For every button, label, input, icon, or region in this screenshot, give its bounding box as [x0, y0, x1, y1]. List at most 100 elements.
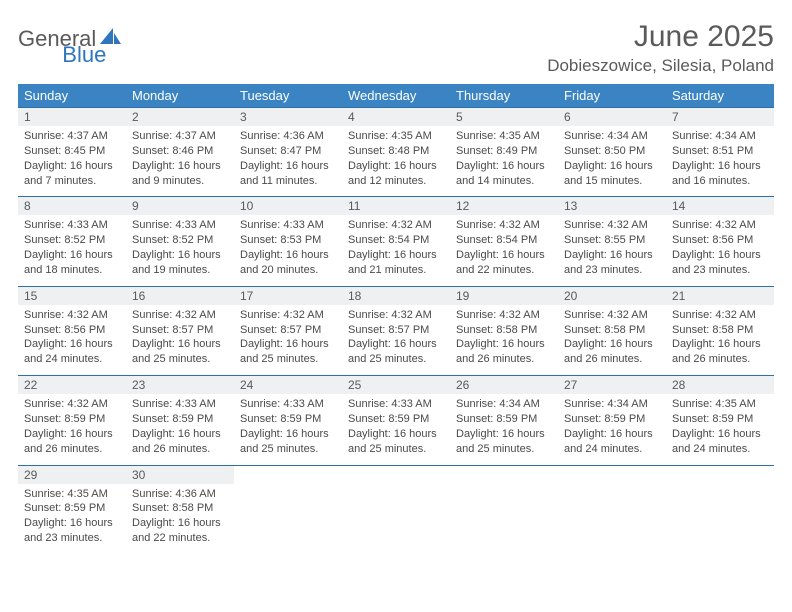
day-sunrise: Sunrise: 4:35 AM [24, 487, 120, 502]
day-cell: Sunrise: 4:36 AMSunset: 8:58 PMDaylight:… [126, 484, 234, 554]
day-number: 5 [450, 108, 558, 127]
detail-row: Sunrise: 4:32 AMSunset: 8:56 PMDaylight:… [18, 305, 774, 376]
day-number: 30 [126, 465, 234, 484]
day-day1: Daylight: 16 hours [672, 248, 768, 263]
day-sunrise: Sunrise: 4:34 AM [564, 129, 660, 144]
day-day2: and 22 minutes. [132, 531, 228, 546]
weekday-header: Thursday [450, 84, 558, 108]
day-sunrise: Sunrise: 4:32 AM [348, 218, 444, 233]
day-number: 4 [342, 108, 450, 127]
day-sunrise: Sunrise: 4:32 AM [348, 308, 444, 323]
day-cell: Sunrise: 4:35 AMSunset: 8:59 PMDaylight:… [666, 394, 774, 465]
day-number: 23 [126, 376, 234, 395]
day-sunset: Sunset: 8:48 PM [348, 144, 444, 159]
day-sunset: Sunset: 8:58 PM [564, 323, 660, 338]
day-sunset: Sunset: 8:53 PM [240, 233, 336, 248]
detail-row: Sunrise: 4:35 AMSunset: 8:59 PMDaylight:… [18, 484, 774, 554]
day-sunset: Sunset: 8:47 PM [240, 144, 336, 159]
day-day2: and 24 minutes. [672, 442, 768, 457]
day-sunrise: Sunrise: 4:32 AM [564, 308, 660, 323]
day-sunrise: Sunrise: 4:32 AM [672, 308, 768, 323]
day-day1: Daylight: 16 hours [564, 427, 660, 442]
day-day1: Daylight: 16 hours [456, 248, 552, 263]
day-number: 28 [666, 376, 774, 395]
day-number: 20 [558, 286, 666, 305]
day-sunrise: Sunrise: 4:32 AM [24, 308, 120, 323]
day-sunset: Sunset: 8:54 PM [348, 233, 444, 248]
day-sunset: Sunset: 8:58 PM [456, 323, 552, 338]
weekday-header: Saturday [666, 84, 774, 108]
title-block: June 2025 Dobieszowice, Silesia, Poland [547, 20, 774, 76]
day-cell: Sunrise: 4:33 AMSunset: 8:59 PMDaylight:… [234, 394, 342, 465]
day-day2: and 25 minutes. [240, 442, 336, 457]
day-number: 14 [666, 197, 774, 216]
day-cell: Sunrise: 4:35 AMSunset: 8:59 PMDaylight:… [18, 484, 126, 554]
day-number: 8 [18, 197, 126, 216]
day-sunset: Sunset: 8:57 PM [240, 323, 336, 338]
day-number: 12 [450, 197, 558, 216]
day-number: 26 [450, 376, 558, 395]
day-cell: Sunrise: 4:32 AMSunset: 8:56 PMDaylight:… [666, 215, 774, 286]
title-location: Dobieszowice, Silesia, Poland [547, 56, 774, 76]
day-sunrise: Sunrise: 4:33 AM [240, 218, 336, 233]
day-day2: and 25 minutes. [456, 442, 552, 457]
day-day1: Daylight: 16 hours [672, 337, 768, 352]
day-number: 24 [234, 376, 342, 395]
day-cell: Sunrise: 4:34 AMSunset: 8:50 PMDaylight:… [558, 126, 666, 197]
day-number: 15 [18, 286, 126, 305]
day-cell: Sunrise: 4:33 AMSunset: 8:59 PMDaylight:… [126, 394, 234, 465]
logo-text-blue: Blue [62, 42, 106, 68]
day-day2: and 25 minutes. [348, 352, 444, 367]
day-sunrise: Sunrise: 4:35 AM [672, 397, 768, 412]
day-sunset: Sunset: 8:54 PM [456, 233, 552, 248]
day-cell: Sunrise: 4:32 AMSunset: 8:55 PMDaylight:… [558, 215, 666, 286]
day-day2: and 22 minutes. [456, 263, 552, 278]
day-number: 9 [126, 197, 234, 216]
day-day1: Daylight: 16 hours [132, 159, 228, 174]
day-number: 2 [126, 108, 234, 127]
day-sunset: Sunset: 8:57 PM [132, 323, 228, 338]
day-cell: Sunrise: 4:33 AMSunset: 8:52 PMDaylight:… [126, 215, 234, 286]
day-day1: Daylight: 16 hours [564, 248, 660, 263]
day-day1: Daylight: 16 hours [348, 248, 444, 263]
day-day2: and 7 minutes. [24, 174, 120, 189]
day-cell: Sunrise: 4:37 AMSunset: 8:46 PMDaylight:… [126, 126, 234, 197]
day-cell: Sunrise: 4:33 AMSunset: 8:59 PMDaylight:… [342, 394, 450, 465]
day-day1: Daylight: 16 hours [24, 248, 120, 263]
day-sunset: Sunset: 8:52 PM [132, 233, 228, 248]
day-sunset: Sunset: 8:45 PM [24, 144, 120, 159]
day-sunrise: Sunrise: 4:36 AM [240, 129, 336, 144]
day-cell [666, 484, 774, 554]
day-day1: Daylight: 16 hours [132, 427, 228, 442]
day-number [558, 465, 666, 484]
day-sunrise: Sunrise: 4:36 AM [132, 487, 228, 502]
day-day1: Daylight: 16 hours [456, 427, 552, 442]
day-number: 3 [234, 108, 342, 127]
day-sunset: Sunset: 8:56 PM [24, 323, 120, 338]
day-number [450, 465, 558, 484]
day-cell: Sunrise: 4:32 AMSunset: 8:57 PMDaylight:… [126, 305, 234, 376]
day-sunset: Sunset: 8:59 PM [132, 412, 228, 427]
day-day2: and 23 minutes. [24, 531, 120, 546]
day-sunset: Sunset: 8:59 PM [24, 501, 120, 516]
detail-row: Sunrise: 4:37 AMSunset: 8:45 PMDaylight:… [18, 126, 774, 197]
day-sunrise: Sunrise: 4:32 AM [564, 218, 660, 233]
day-day1: Daylight: 16 hours [672, 159, 768, 174]
day-day2: and 18 minutes. [24, 263, 120, 278]
day-day2: and 26 minutes. [564, 352, 660, 367]
day-sunset: Sunset: 8:57 PM [348, 323, 444, 338]
day-day1: Daylight: 16 hours [132, 248, 228, 263]
day-sunset: Sunset: 8:58 PM [132, 501, 228, 516]
day-sunrise: Sunrise: 4:34 AM [456, 397, 552, 412]
day-cell: Sunrise: 4:32 AMSunset: 8:56 PMDaylight:… [18, 305, 126, 376]
day-cell [342, 484, 450, 554]
weekday-header: Tuesday [234, 84, 342, 108]
daynum-row: 15161718192021 [18, 286, 774, 305]
day-cell: Sunrise: 4:33 AMSunset: 8:52 PMDaylight:… [18, 215, 126, 286]
day-sunrise: Sunrise: 4:33 AM [132, 218, 228, 233]
day-day2: and 25 minutes. [240, 352, 336, 367]
day-sunset: Sunset: 8:59 PM [564, 412, 660, 427]
day-number [234, 465, 342, 484]
day-cell: Sunrise: 4:35 AMSunset: 8:48 PMDaylight:… [342, 126, 450, 197]
day-sunset: Sunset: 8:49 PM [456, 144, 552, 159]
